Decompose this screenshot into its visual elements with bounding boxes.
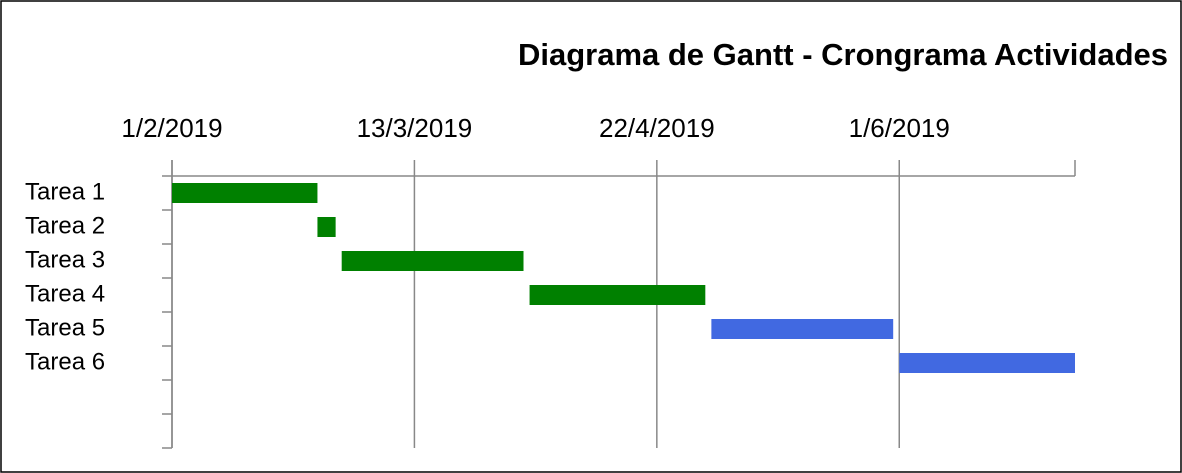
y-tick-label: Tarea 1	[25, 178, 105, 205]
y-tick-label: Tarea 5	[25, 314, 105, 341]
task-bar	[341, 251, 524, 271]
task-bar	[899, 353, 1075, 373]
y-tick-label: Tarea 6	[25, 348, 105, 375]
task-bar	[529, 285, 706, 305]
y-tick-label: Tarea 3	[25, 246, 105, 273]
x-tick-label: 1/6/2019	[849, 113, 950, 143]
y-tick-label: Tarea 2	[25, 212, 105, 239]
task-bar	[317, 217, 336, 237]
x-tick-label: 1/2/2019	[121, 113, 222, 143]
chart-title: Diagrama de Gantt - Crongrama Actividade…	[518, 37, 1168, 72]
task-bar	[172, 183, 318, 203]
task-bar	[711, 319, 894, 339]
x-tick-label: 22/4/2019	[599, 113, 715, 143]
y-tick-label: Tarea 4	[25, 280, 105, 307]
x-tick-label: 13/3/2019	[357, 113, 473, 143]
